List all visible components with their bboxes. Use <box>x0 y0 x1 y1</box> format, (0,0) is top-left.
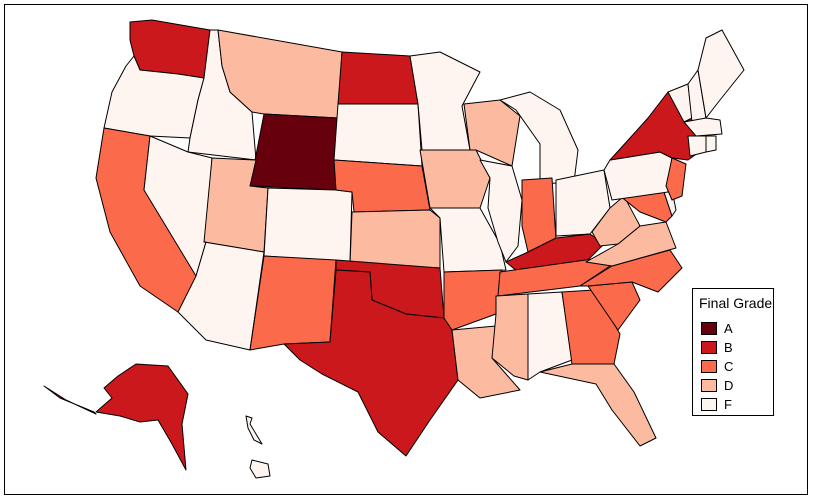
state-ct <box>687 135 707 157</box>
legend-label-c: C <box>724 358 734 374</box>
state-wy <box>249 113 339 191</box>
state-co <box>263 187 353 263</box>
state-ga <box>561 289 621 365</box>
legend-swatch-a <box>701 321 717 335</box>
state-fl <box>539 363 657 447</box>
state-ar <box>443 269 503 331</box>
legend-swatch-b <box>701 340 717 354</box>
state-mn <box>409 51 481 151</box>
state-ma <box>683 117 723 137</box>
state-ak <box>95 363 189 471</box>
state-tx <box>283 269 459 457</box>
legend-item-b: B <box>701 339 733 355</box>
legend-label-f: F <box>724 396 732 412</box>
state-ia <box>419 149 491 209</box>
state-sd <box>333 103 423 167</box>
legend-label-b: B <box>724 339 733 355</box>
state-ak-islands <box>43 385 97 415</box>
state-wv <box>591 195 641 247</box>
state-me <box>697 29 745 119</box>
legend-item-f: F <box>701 396 732 412</box>
state-nj <box>665 157 687 201</box>
legend-label-a: A <box>724 320 733 336</box>
state-hi <box>249 459 271 479</box>
legend-item-a: A <box>701 320 733 336</box>
legend-label-d: D <box>724 377 734 393</box>
legend-swatch-d <box>701 378 717 392</box>
state-wa <box>129 19 211 79</box>
state-hi-islands <box>245 415 263 445</box>
state-nd <box>337 51 419 105</box>
legend-item-d: D <box>701 377 733 393</box>
legend-title: Final Grade <box>699 295 773 311</box>
state-tn <box>497 257 611 297</box>
state-mo <box>429 207 507 273</box>
state-nm <box>249 255 337 351</box>
state-ks <box>349 209 441 269</box>
map-legend: Final Grade A B C D F <box>692 288 774 416</box>
state-ri <box>705 135 717 153</box>
state-al <box>527 291 573 381</box>
legend-item-c: C <box>701 358 733 374</box>
legend-swatch-f <box>701 397 717 411</box>
legend-swatch-c <box>701 359 717 373</box>
